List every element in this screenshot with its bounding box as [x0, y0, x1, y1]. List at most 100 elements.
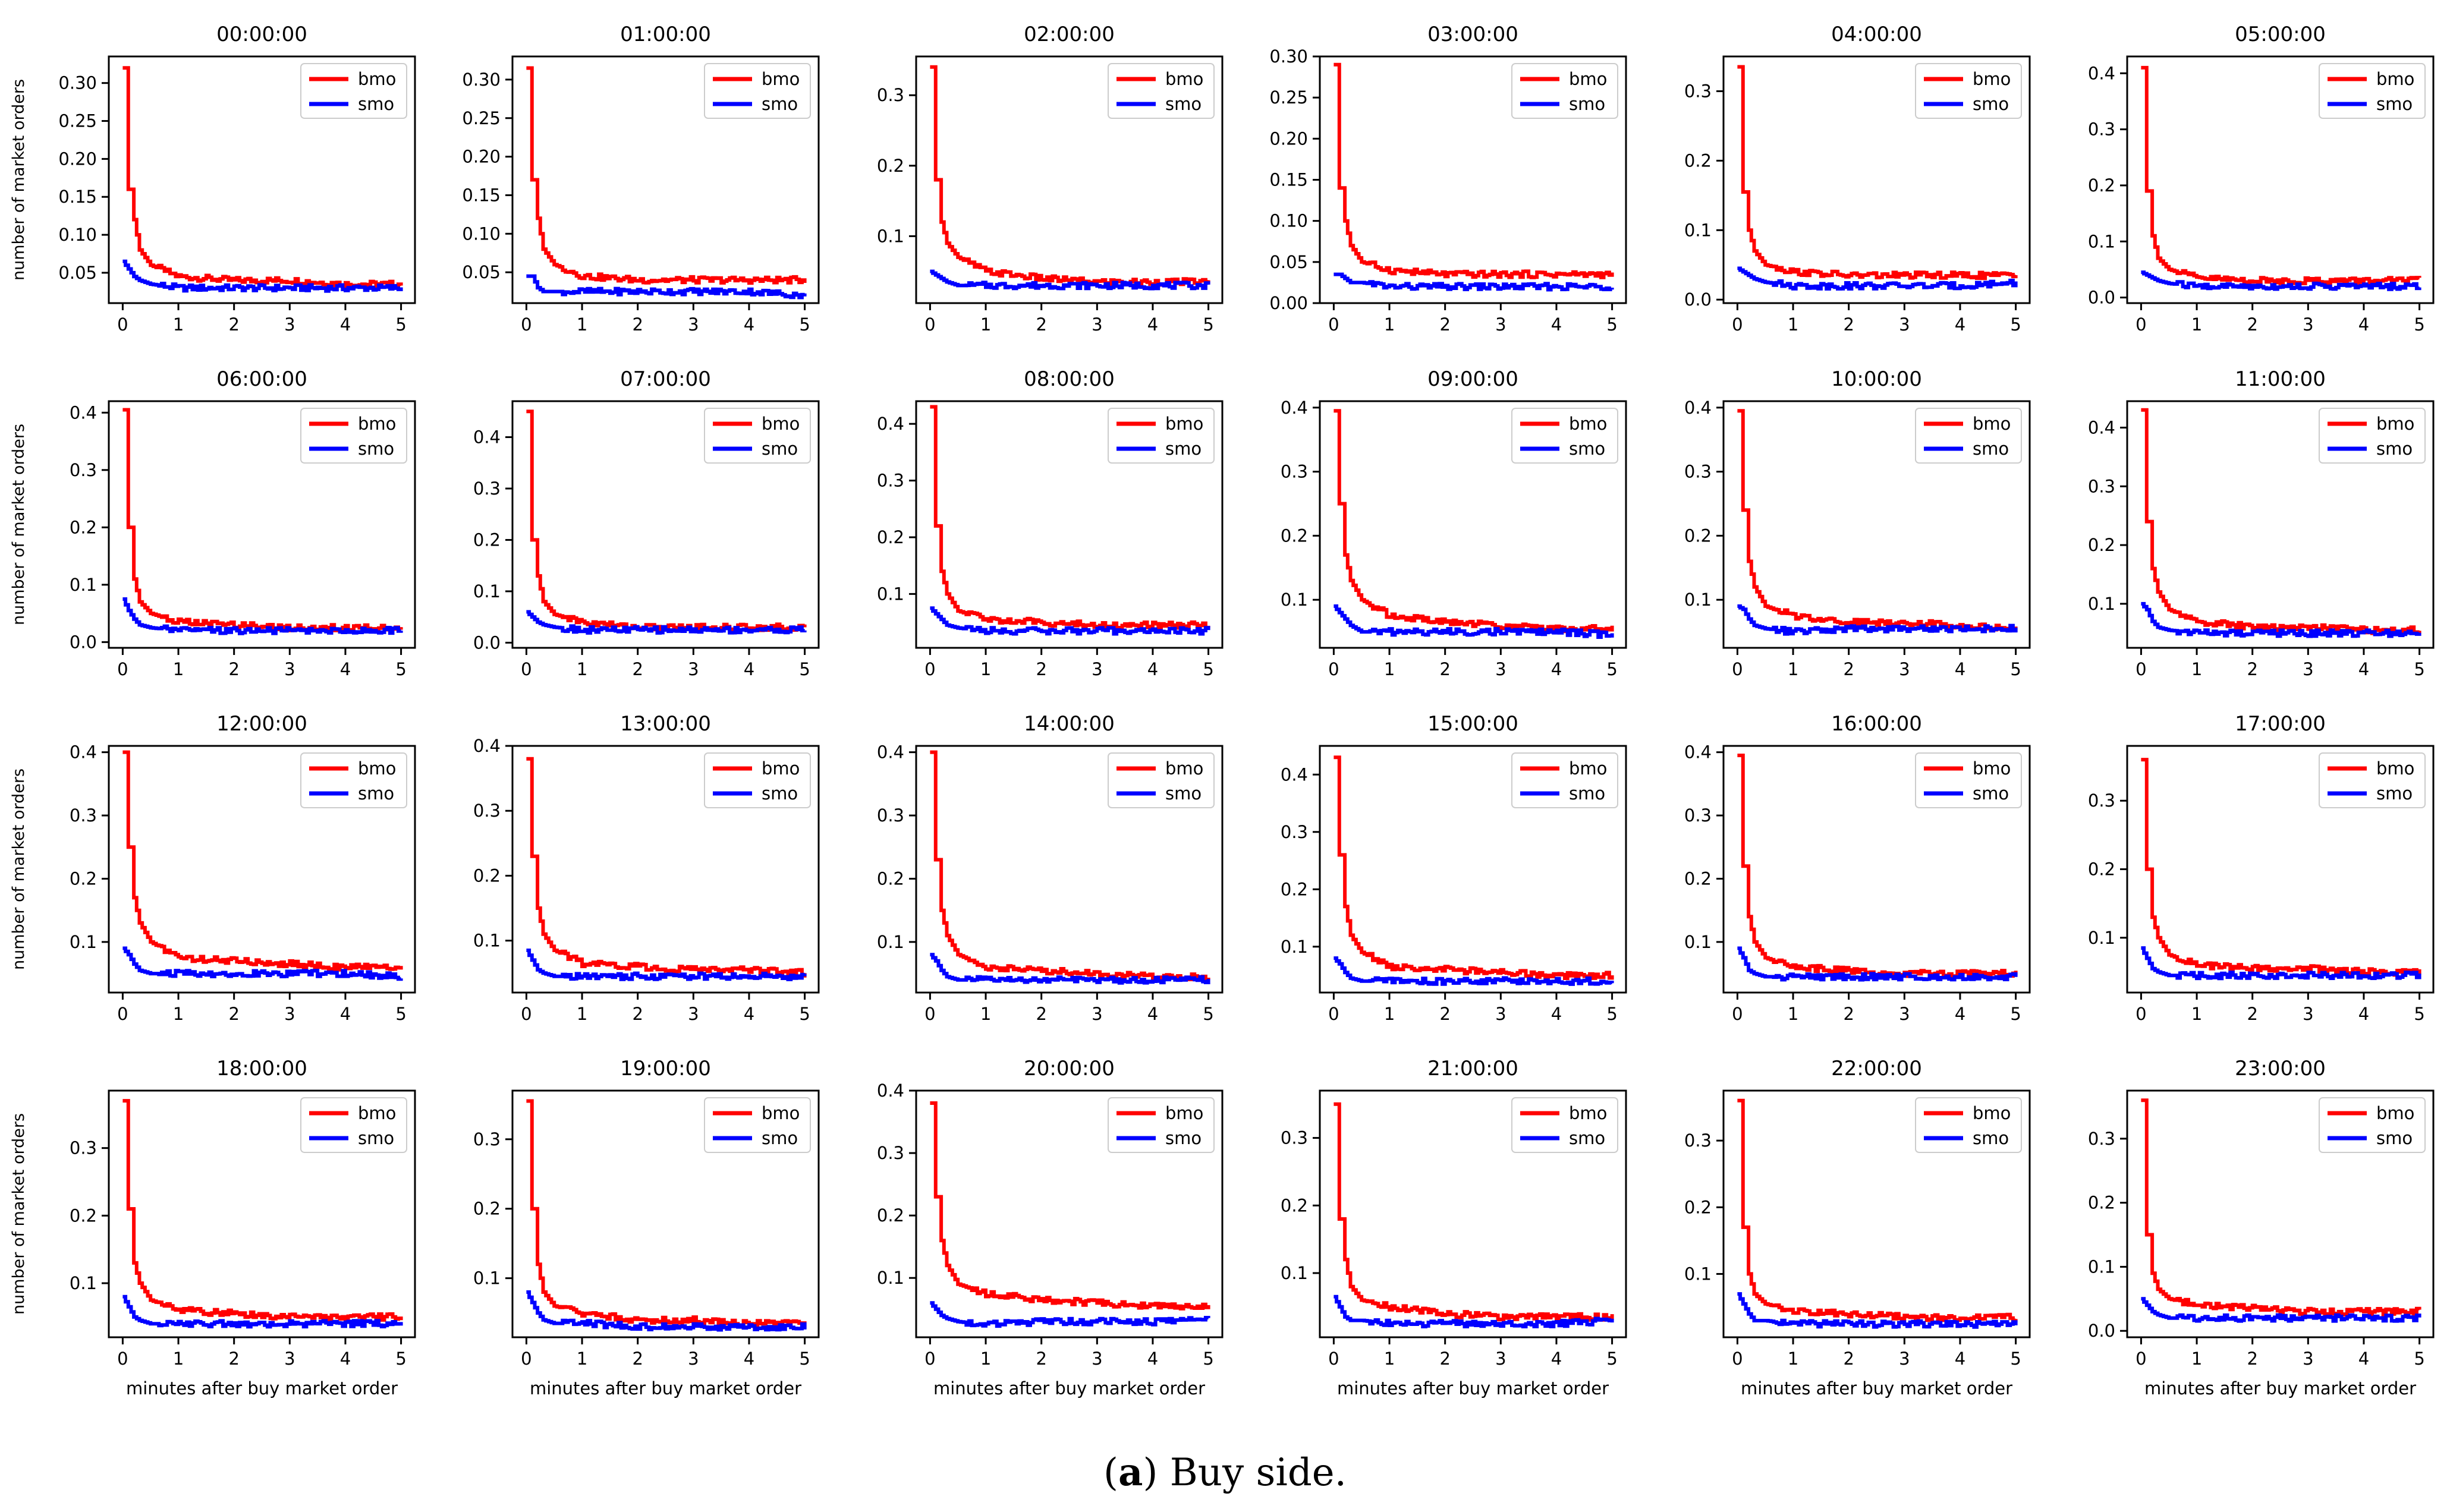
x-tick-label: 1	[1788, 314, 1798, 335]
y-tick-label: 0.4	[877, 1081, 904, 1101]
y-tick-label: 0.20	[462, 147, 501, 167]
y-tick-label: 0.1	[2088, 231, 2115, 251]
x-tick-label: 2	[1036, 659, 1046, 679]
y-tick-label: 0.2	[1281, 525, 1308, 546]
subplot-title: 11:00:00	[2235, 367, 2326, 391]
y-tick-label: 0.0	[1684, 289, 1712, 310]
x-tick-label: 5	[2414, 659, 2424, 679]
y-tick-label: 0.4	[1281, 764, 1308, 785]
legend-label-smo: smo	[1165, 439, 1202, 459]
series-line-bmo	[1333, 62, 1614, 279]
subplot-18-00-00: 18:00:00 0 1 2 3 4 5 0.1 0.2 0.3 bmo smo number of m…	[10, 1057, 416, 1398]
subplot-title: 02:00:00	[1024, 23, 1115, 46]
y-tick-label: 0.15	[462, 185, 501, 205]
x-tick-label: 2	[1843, 659, 1854, 679]
x-tick-label: 3	[1495, 1004, 1506, 1024]
series-line-smo	[122, 597, 403, 635]
legend: bmo smo	[1915, 63, 2022, 119]
legend: bmo smo	[1108, 63, 1215, 119]
x-tick-label: 2	[632, 1004, 643, 1024]
x-axis-label: minutes after buy market order	[530, 1378, 801, 1398]
x-tick-label: 0	[924, 659, 935, 679]
y-tick-label: 0.25	[1269, 87, 1308, 108]
subplot-title: 18:00:00	[216, 1057, 307, 1081]
x-tick-label: 1	[2191, 1004, 2202, 1024]
axes-frame	[108, 400, 416, 649]
x-tick-label: 5	[799, 659, 810, 679]
y-tick-label: 0.20	[58, 149, 97, 169]
x-tick-label: 1	[980, 1004, 991, 1024]
y-tick-label: 0.4	[2088, 63, 2115, 83]
series-line-bmo	[2141, 1098, 2421, 1316]
legend-label-bmo: bmo	[2376, 1103, 2414, 1123]
caption-text: Buy side.	[1169, 1451, 1347, 1495]
y-tick-label: 0.3	[877, 85, 904, 105]
x-tick-label: 2	[228, 314, 239, 335]
y-tick-label: 0.05	[462, 262, 501, 282]
legend: bmo smo	[1511, 1097, 1618, 1153]
legend: bmo smo	[1511, 752, 1618, 808]
x-tick-label: 1	[2191, 1349, 2202, 1369]
axes-frame	[1722, 745, 2031, 994]
subplot-09-00-00: 09:00:00 0 1 2 3 4 5 0.1 0.2 0.3 0.4 bmo smo	[1281, 367, 1627, 679]
y-tick-label: 0.1	[1684, 932, 1712, 952]
axes-frame	[511, 1089, 820, 1338]
y-tick-label: 0.2	[877, 1205, 904, 1226]
y-tick-label: 0.2	[70, 868, 97, 889]
y-tick-label: 0.3	[70, 1138, 97, 1158]
subplot-21-00-00: 21:00:00 0 1 2 3 4 5 0.1 0.2 0.3 bmo smo minutes aft…	[1281, 1057, 1627, 1398]
y-tick-label: 0.1	[1684, 1264, 1712, 1284]
x-tick-label: 3	[1092, 1004, 1102, 1024]
x-tick-label: 5	[1203, 1349, 1213, 1369]
y-tick-label: 0.0	[2088, 1321, 2115, 1341]
subplot-11-00-00: 11:00:00 0 1 2 3 4 5 0.1 0.2 0.3 0.4 bmo smo	[2088, 367, 2435, 679]
legend: bmo smo	[1511, 63, 1618, 119]
y-tick-label: 0.2	[473, 530, 501, 550]
y-tick-label: 0.3	[2088, 1129, 2115, 1149]
subplot-17-00-00: 17:00:00 0 1 2 3 4 5 0.1 0.2 0.3 bmo smo	[2088, 712, 2435, 1024]
y-tick-label: 0.3	[473, 801, 501, 821]
series-line-bmo	[122, 750, 403, 972]
x-tick-label: 1	[2191, 314, 2202, 335]
subplot-title: 20:00:00	[1024, 1057, 1115, 1081]
y-axis-label: number of market orders	[10, 424, 28, 625]
axes-frame	[2126, 1089, 2435, 1338]
y-axis-label: number of market orders	[10, 768, 28, 970]
series-line-bmo	[1737, 1098, 2018, 1322]
y-tick-label: 0.05	[58, 263, 97, 283]
subplot-00-00-00: 00:00:00 0 1 2 3 4 5 0.05 0.10 0.15 0.20 0.25 0.30 bm…	[10, 23, 416, 335]
x-tick-label: 4	[1551, 1004, 1562, 1024]
series-line-bmo	[2141, 758, 2421, 977]
legend-label-bmo: bmo	[1973, 1103, 2011, 1123]
x-tick-label: 0	[2136, 659, 2146, 679]
legend-label-bmo: bmo	[1569, 69, 1607, 89]
x-tick-label: 5	[2414, 1004, 2424, 1024]
x-tick-label: 5	[395, 659, 406, 679]
legend-label-bmo: bmo	[762, 1103, 800, 1123]
y-tick-label: 0.2	[70, 1205, 97, 1226]
x-tick-label: 2	[632, 659, 643, 679]
series-line-smo	[1737, 604, 2018, 636]
subplot-20-00-00: 20:00:00 0 1 2 3 4 5 0.1 0.2 0.3 0.4 bmo smo minutes …	[877, 1057, 1224, 1398]
series-line-bmo	[526, 66, 807, 285]
x-tick-label: 3	[1495, 314, 1506, 335]
y-tick-label: 0.4	[473, 736, 501, 756]
legend-label-smo: smo	[358, 439, 394, 459]
series-line-bmo	[122, 408, 403, 632]
x-tick-label: 5	[2010, 659, 2021, 679]
axes-frame	[1319, 400, 1627, 649]
x-tick-label: 3	[688, 1349, 699, 1369]
legend: bmo smo	[704, 408, 811, 464]
x-tick-label: 3	[688, 314, 699, 335]
series-line-smo	[930, 953, 1210, 985]
subplot-15-00-00: 15:00:00 0 1 2 3 4 5 0.1 0.2 0.3 0.4 bmo smo	[1281, 712, 1627, 1024]
legend-label-bmo: bmo	[762, 758, 800, 779]
y-tick-label: 0.1	[2088, 594, 2115, 614]
y-tick-label: 0.4	[70, 402, 97, 423]
legend-label-bmo: bmo	[2376, 758, 2414, 779]
legend-label-bmo: bmo	[1973, 69, 2011, 89]
axes-frame	[2126, 400, 2435, 649]
legend: bmo smo	[1108, 408, 1215, 464]
x-tick-label: 0	[521, 659, 531, 679]
subplot-title: 19:00:00	[620, 1057, 711, 1081]
